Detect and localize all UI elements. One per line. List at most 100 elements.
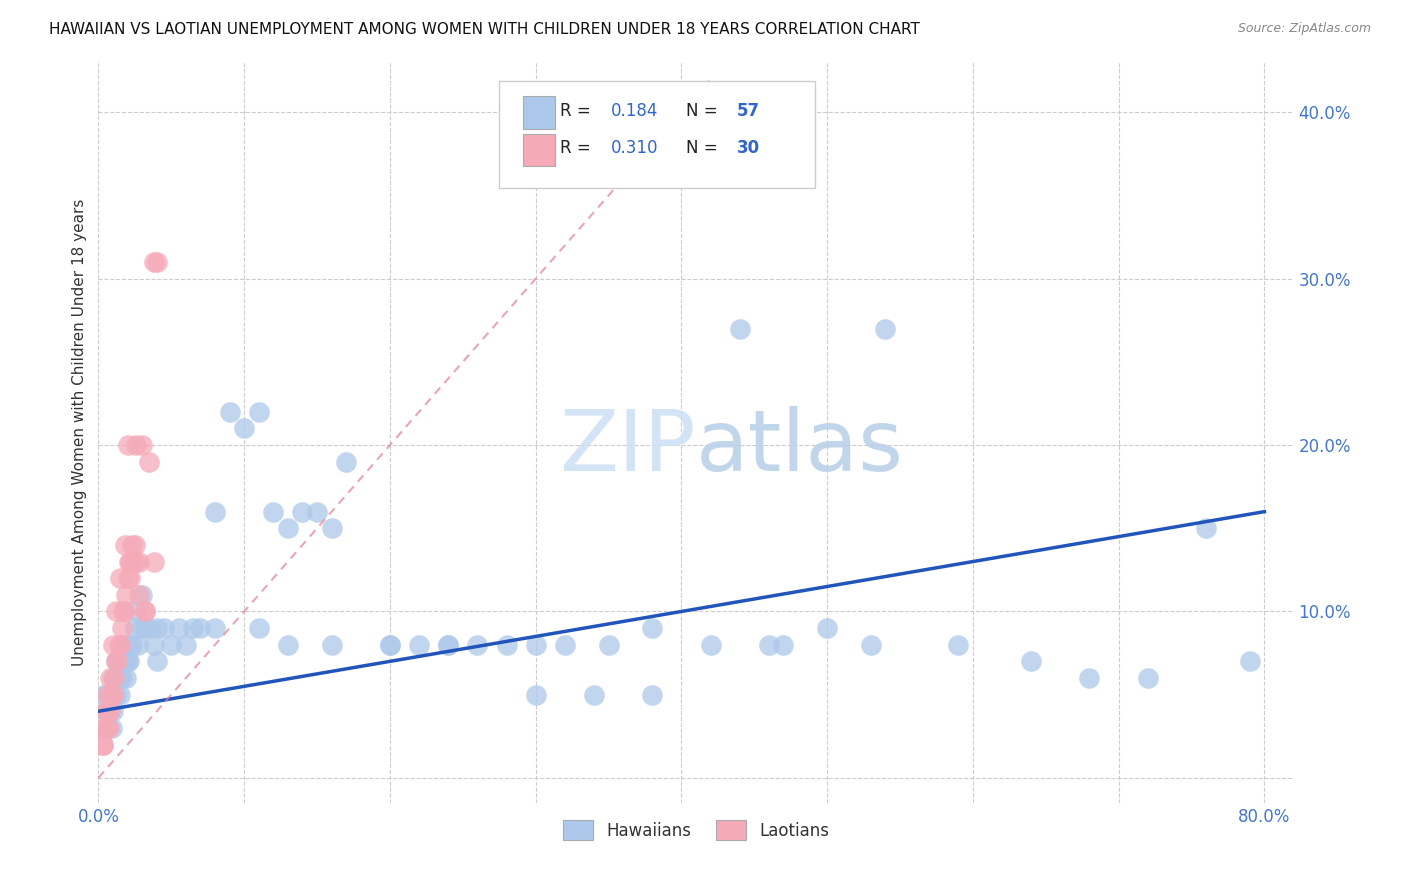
Point	[117, 571, 139, 585]
Point	[103, 671, 125, 685]
Point	[142, 638, 165, 652]
Point	[524, 638, 547, 652]
Point	[124, 621, 146, 635]
Point	[104, 688, 127, 702]
Point	[118, 654, 141, 668]
Point	[121, 538, 143, 552]
Point	[101, 671, 124, 685]
Point	[105, 671, 128, 685]
Point	[111, 671, 134, 685]
Point	[145, 255, 167, 269]
Point	[247, 621, 270, 635]
Point	[758, 638, 780, 652]
Point	[96, 688, 118, 702]
FancyBboxPatch shape	[523, 134, 555, 166]
Point	[138, 455, 160, 469]
Point	[128, 588, 150, 602]
Point	[91, 738, 114, 752]
Text: ZIP: ZIP	[560, 406, 696, 489]
Point	[204, 621, 226, 635]
Point	[305, 505, 328, 519]
Point	[145, 621, 167, 635]
Text: R =: R =	[561, 138, 596, 157]
Point	[167, 621, 190, 635]
Point	[247, 405, 270, 419]
Point	[94, 704, 117, 718]
Point	[554, 638, 576, 652]
Point	[1195, 521, 1218, 535]
Text: HAWAIIAN VS LAOTIAN UNEMPLOYMENT AMONG WOMEN WITH CHILDREN UNDER 18 YEARS CORREL: HAWAIIAN VS LAOTIAN UNEMPLOYMENT AMONG W…	[49, 22, 920, 37]
Point	[134, 605, 156, 619]
Point	[114, 538, 136, 552]
Text: 57: 57	[737, 102, 761, 120]
Point	[1136, 671, 1159, 685]
Point	[120, 571, 142, 585]
Point	[153, 621, 176, 635]
Point	[117, 438, 139, 452]
Point	[111, 621, 134, 635]
Point	[108, 671, 131, 685]
Point	[641, 621, 664, 635]
Text: 0.184: 0.184	[610, 102, 658, 120]
Point	[815, 621, 838, 635]
Point	[437, 638, 460, 652]
Point	[262, 505, 284, 519]
Point	[100, 721, 122, 735]
Point	[142, 255, 165, 269]
Point	[112, 654, 135, 668]
Point	[110, 571, 132, 585]
Point	[437, 638, 460, 652]
Point	[100, 688, 122, 702]
Point	[108, 638, 131, 652]
Point	[122, 555, 145, 569]
Point	[94, 721, 117, 735]
Point	[291, 505, 314, 519]
Point	[142, 555, 165, 569]
Point	[114, 605, 136, 619]
Text: 0.310: 0.310	[610, 138, 658, 157]
Text: Source: ZipAtlas.com: Source: ZipAtlas.com	[1237, 22, 1371, 36]
Legend: Hawaiians, Laotians: Hawaiians, Laotians	[555, 814, 837, 847]
Point	[131, 621, 153, 635]
Point	[277, 638, 299, 652]
Point	[134, 605, 156, 619]
Point	[467, 638, 489, 652]
Point	[104, 654, 127, 668]
Point	[124, 555, 146, 569]
Point	[101, 704, 124, 718]
Point	[118, 555, 141, 569]
Point	[98, 704, 121, 718]
Point	[128, 555, 150, 569]
Point	[94, 721, 117, 735]
Point	[97, 721, 120, 735]
Point	[582, 688, 605, 702]
Point	[103, 671, 125, 685]
Point	[138, 621, 160, 635]
Point	[94, 704, 117, 718]
Point	[598, 638, 620, 652]
Text: atlas: atlas	[696, 406, 904, 489]
Point	[859, 638, 882, 652]
Point	[772, 638, 794, 652]
Point	[378, 638, 401, 652]
Text: N =: N =	[686, 138, 723, 157]
Point	[101, 638, 124, 652]
Point	[145, 654, 167, 668]
FancyBboxPatch shape	[523, 96, 555, 129]
Point	[105, 654, 128, 668]
Point	[699, 638, 721, 652]
Point	[117, 654, 139, 668]
Point	[104, 654, 127, 668]
Point	[524, 688, 547, 702]
Point	[204, 505, 226, 519]
Point	[218, 405, 240, 419]
Point	[641, 688, 664, 702]
Point	[1078, 671, 1101, 685]
Point	[1239, 654, 1261, 668]
Text: N =: N =	[686, 102, 723, 120]
Point	[115, 588, 138, 602]
Point	[174, 638, 197, 652]
Point	[110, 638, 132, 652]
Point	[321, 638, 343, 652]
Point	[93, 721, 115, 735]
